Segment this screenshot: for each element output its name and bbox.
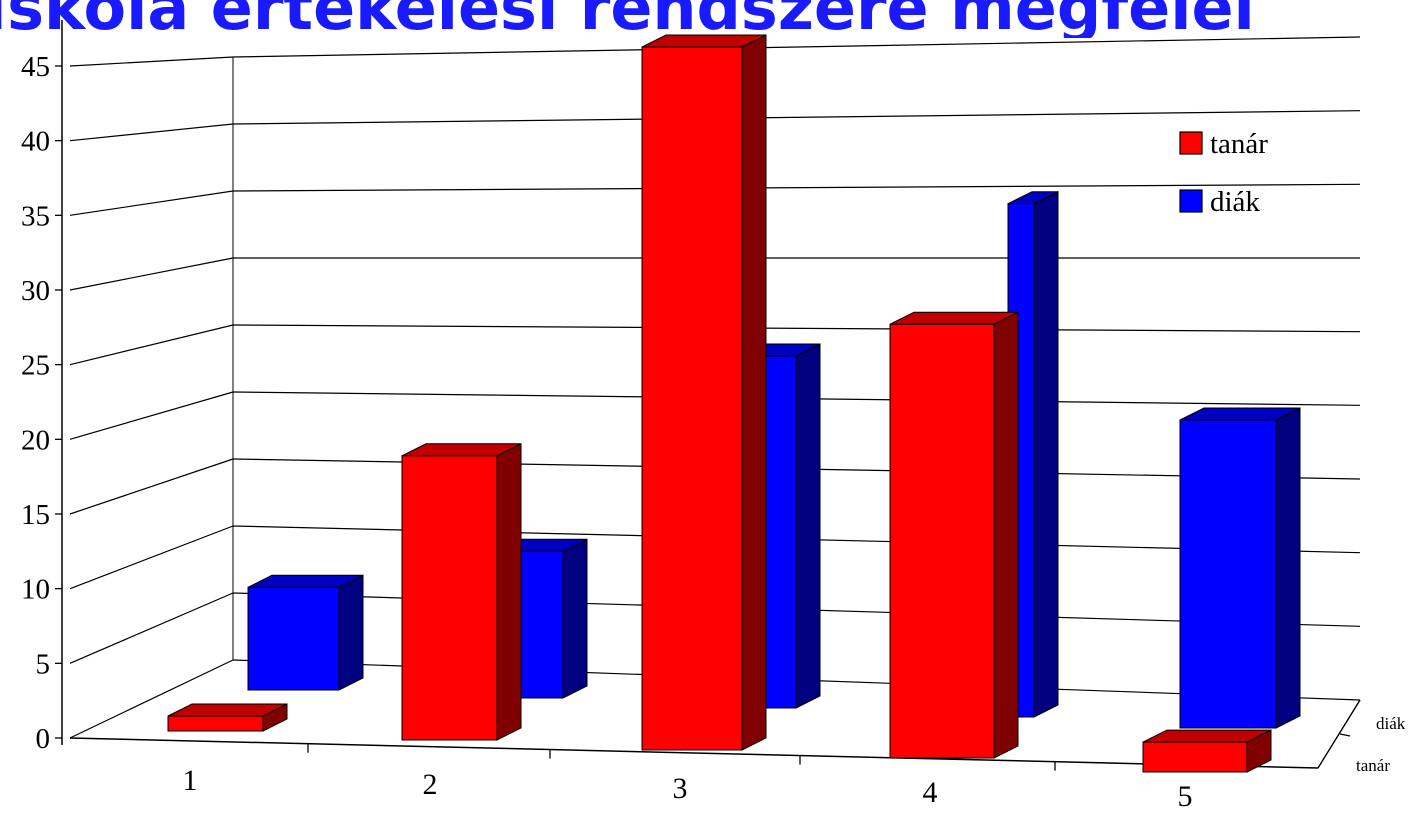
gridline-left xyxy=(69,391,234,440)
depth-label-diak: diák xyxy=(1376,714,1406,733)
bar-tanar-4 xyxy=(889,311,1019,759)
bar-diak-1-side xyxy=(338,574,364,691)
y-tick-label: 25 xyxy=(21,350,50,382)
depth-label-tanar: tanár xyxy=(1356,756,1390,775)
y-tick-label: 0 xyxy=(36,723,51,755)
bar-tanar-3-front xyxy=(641,46,743,751)
gridline-back xyxy=(232,36,1361,58)
bar-tanar-2-front xyxy=(401,455,498,741)
bar-tanar-4-front xyxy=(889,323,995,759)
gridline-left xyxy=(69,190,234,216)
gridline-left xyxy=(69,324,234,366)
gridline-left xyxy=(69,458,234,515)
x-tick-label: 4 xyxy=(923,776,938,809)
gridline-left xyxy=(69,592,234,664)
x-tick-label: 2 xyxy=(423,768,438,801)
gridline-back xyxy=(232,324,1361,333)
y-tick-label: 45 xyxy=(21,51,50,83)
legend-label-tanar: tanár xyxy=(1210,128,1268,160)
legend-swatch-diak xyxy=(1179,189,1203,213)
y-tick-label: 10 xyxy=(21,574,50,606)
bar-tanar-1 xyxy=(167,703,288,732)
bar-diak-4-side xyxy=(1033,190,1059,718)
y-tick-label: 30 xyxy=(21,275,50,307)
bar-tanar-5 xyxy=(1142,729,1272,773)
gridline-left xyxy=(69,56,234,67)
gridline-left xyxy=(69,525,234,590)
bar-tanar-2 xyxy=(401,442,522,741)
bar-diak-1-front xyxy=(247,586,340,691)
gridline-left xyxy=(69,257,234,291)
bar-tanar-4-side xyxy=(993,311,1019,759)
bar-diak-5-side xyxy=(1275,407,1301,729)
bar-diak-5 xyxy=(1179,407,1301,729)
chart-title: Iskola értékelési rendszere megfelel xyxy=(0,0,1255,38)
x-tick-label: 5 xyxy=(1178,780,1193,813)
legend-swatch-tanar xyxy=(1179,131,1203,155)
x-tick-label: 3 xyxy=(673,772,688,805)
bar-tanar-1-front xyxy=(167,715,264,732)
y-tick-label: 20 xyxy=(21,424,50,456)
legend-label-diak: diák xyxy=(1210,186,1260,218)
bar-diak-2-side xyxy=(562,538,588,699)
bar-tanar-3 xyxy=(641,34,767,751)
y-tick-label: 15 xyxy=(21,499,50,531)
depth-axis-line xyxy=(1317,699,1361,769)
gridline-left xyxy=(69,123,234,142)
bar-tanar-5-front xyxy=(1142,741,1248,773)
bar-tanar-3-side xyxy=(741,34,767,751)
bar-diak-5-front xyxy=(1179,419,1277,729)
y-tick-label: 40 xyxy=(21,126,50,158)
gridline-back xyxy=(232,110,1361,125)
x-axis-labels: 1 2 3 4 5 xyxy=(183,764,1193,813)
bar-tanar-2-side xyxy=(496,442,522,741)
bar-diak-1 xyxy=(247,574,364,691)
y-tick-label: 5 xyxy=(36,648,51,680)
floor-left-edge xyxy=(69,659,234,739)
gridline-back xyxy=(232,183,1361,192)
bar-diak-3-side xyxy=(795,343,821,709)
x-axis-line xyxy=(69,737,1319,769)
y-axis-ticks: 0 5 10 15 20 25 30 35 40 45 xyxy=(21,51,62,755)
y-tick-label: 35 xyxy=(21,200,50,232)
depth-axis-labels: diák tanár xyxy=(1317,699,1406,775)
legend: tanár diák xyxy=(1179,128,1268,218)
x-tick-label: 1 xyxy=(183,764,198,797)
bars xyxy=(167,34,1301,773)
depth-tick xyxy=(1339,733,1351,737)
